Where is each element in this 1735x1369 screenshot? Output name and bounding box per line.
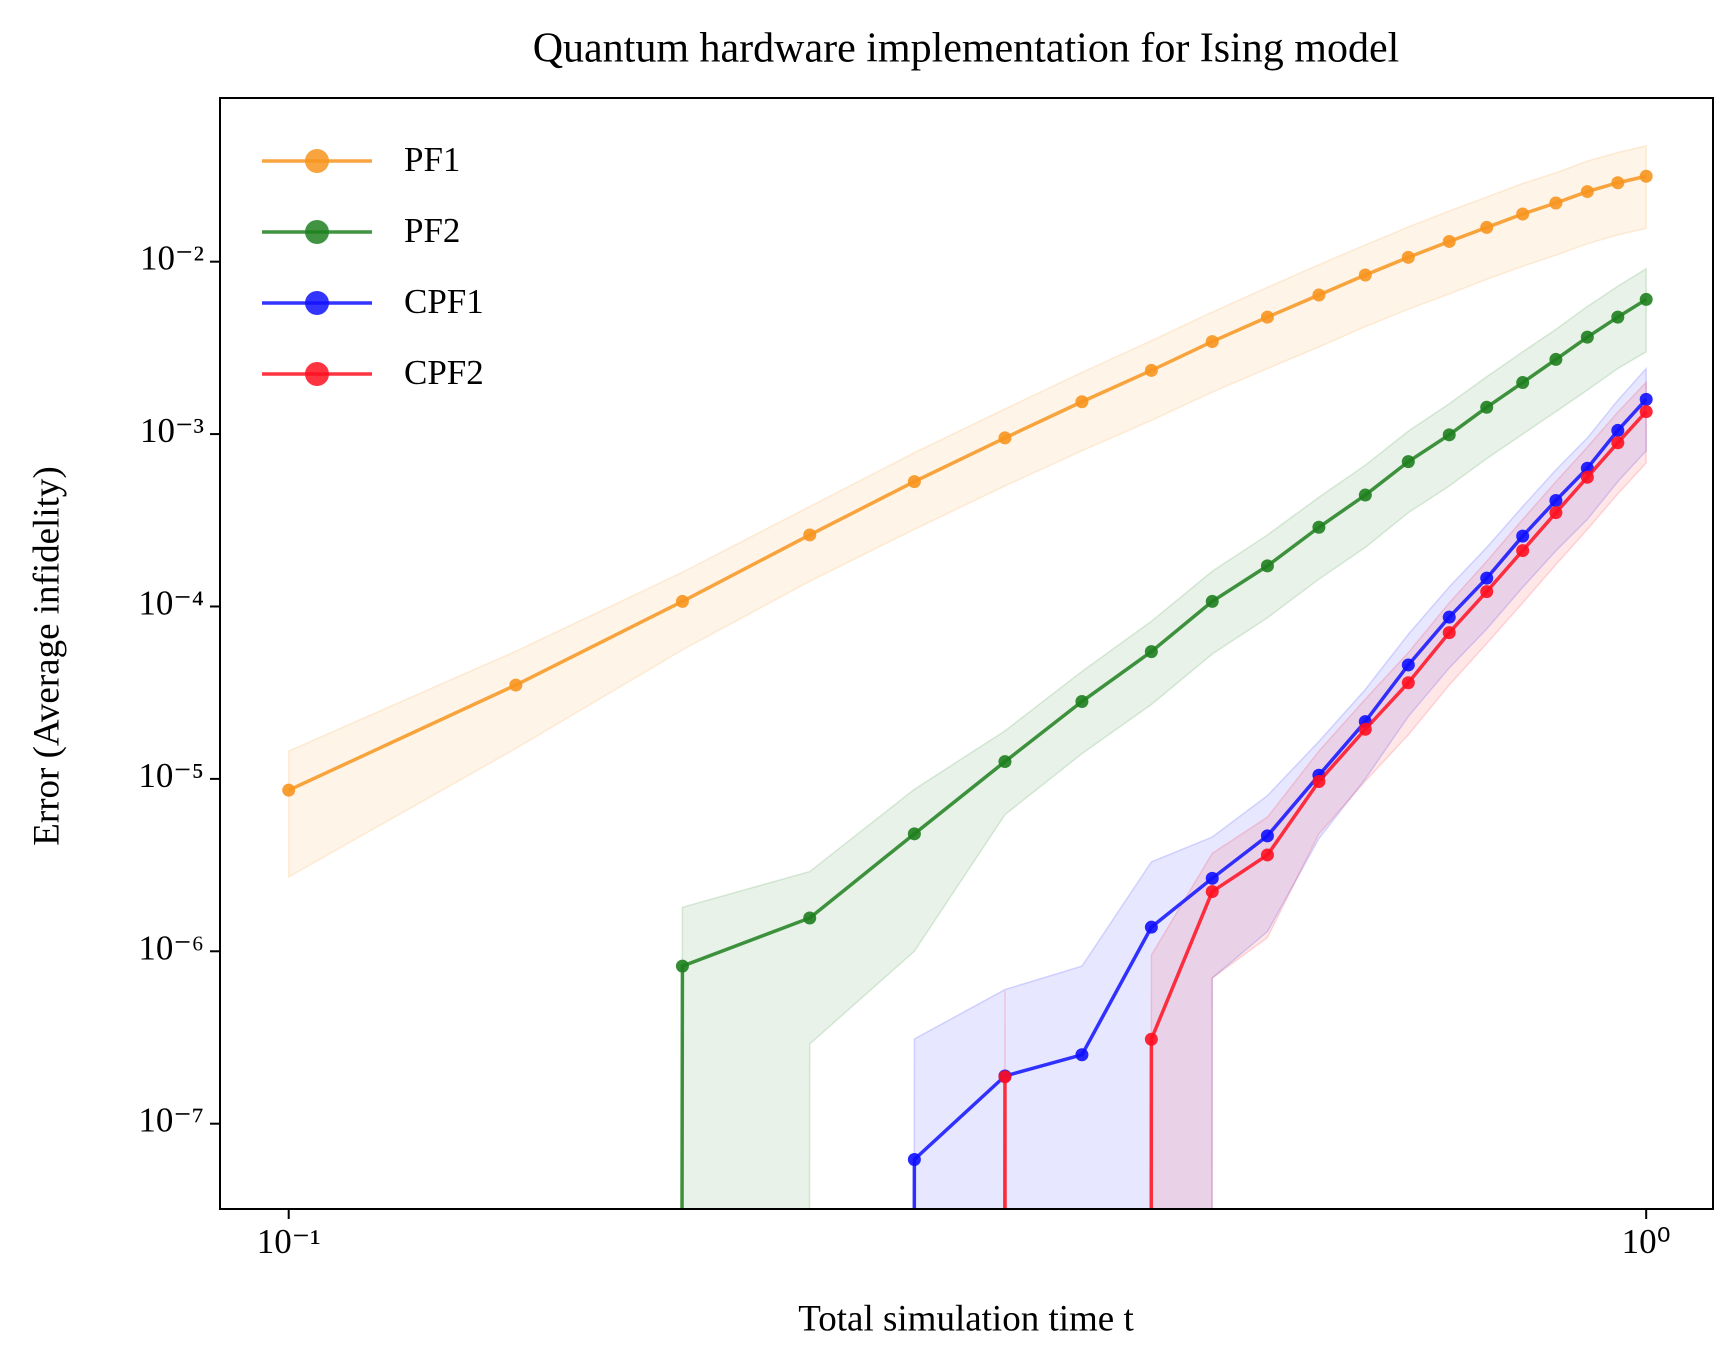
y-tick-label: 10⁻⁷	[138, 1101, 204, 1140]
data-point	[1205, 885, 1219, 899]
data-point	[1401, 676, 1415, 690]
error-band	[287, 144, 1647, 879]
data-point	[1442, 234, 1456, 248]
data-point	[1358, 488, 1372, 502]
data-point	[1549, 352, 1563, 366]
data-point	[907, 1152, 921, 1166]
data-point	[1549, 493, 1563, 507]
series-line	[1003, 410, 1648, 1209]
data-point	[1312, 288, 1326, 302]
data-point	[1205, 594, 1219, 608]
data-point	[1580, 185, 1594, 199]
data-point	[1516, 529, 1530, 543]
series-line	[912, 398, 1648, 1209]
data-point	[282, 783, 296, 797]
data-point	[1312, 774, 1326, 788]
chart-title: Quantum hardware implementation for Isin…	[533, 26, 1400, 72]
axes-frame	[219, 97, 1714, 1210]
data-point	[1516, 544, 1530, 558]
legend-marker	[305, 220, 329, 244]
x-tick-label: 10⁰	[1622, 1222, 1671, 1261]
data-point	[1442, 610, 1456, 624]
data-point	[1401, 455, 1415, 469]
data-point	[1480, 220, 1494, 234]
data-point	[1480, 400, 1494, 414]
data-point	[1260, 559, 1274, 573]
data-point	[1611, 176, 1625, 190]
y-tick-label: 10⁻³	[140, 411, 204, 450]
series-line	[680, 297, 1648, 1209]
data-point	[1611, 423, 1625, 437]
data-point	[803, 528, 817, 542]
data-point	[675, 959, 689, 973]
data-point	[1480, 585, 1494, 599]
data-point	[1144, 363, 1158, 377]
y-tick-label: 10⁻⁶	[138, 928, 204, 967]
data-point	[509, 678, 523, 692]
data-point	[1611, 310, 1625, 324]
data-point	[1205, 335, 1219, 349]
legend-marker	[305, 291, 329, 315]
data-point	[1639, 292, 1653, 306]
data-point	[1639, 392, 1653, 406]
legend-label: CPF2	[404, 353, 484, 392]
error-band	[681, 267, 1647, 1209]
data-point	[1260, 848, 1274, 862]
x-axis-label: Total simulation time t	[798, 1298, 1134, 1339]
x-tick-label: 10⁻¹	[257, 1222, 321, 1261]
data-point	[1480, 571, 1494, 585]
data-point	[1639, 405, 1653, 419]
data-point	[1611, 436, 1625, 450]
legend-marker	[305, 149, 329, 173]
data-point	[1075, 695, 1089, 709]
data-point	[1260, 829, 1274, 843]
data-point	[1401, 658, 1415, 672]
data-point	[998, 755, 1012, 769]
data-point	[803, 911, 817, 925]
data-point	[998, 1070, 1012, 1084]
data-point	[1549, 196, 1563, 210]
data-point	[1358, 722, 1372, 736]
data-point	[1639, 169, 1653, 183]
legend-label: CPF1	[404, 282, 484, 321]
data-point	[1516, 207, 1530, 221]
y-tick-label: 10⁻⁴	[138, 584, 204, 623]
plot-area	[282, 144, 1653, 1209]
data-point	[1260, 310, 1274, 324]
data-point	[1075, 395, 1089, 409]
data-point	[1401, 250, 1415, 264]
data-point	[1442, 428, 1456, 442]
data-point	[1075, 1048, 1089, 1062]
data-point	[907, 475, 921, 489]
data-point	[1516, 376, 1530, 390]
data-point	[1312, 520, 1326, 534]
y-tick-label: 10⁻⁵	[138, 756, 204, 795]
data-point	[1205, 871, 1219, 885]
y-tick-label: 10⁻²	[140, 239, 204, 278]
data-point	[1144, 645, 1158, 659]
data-point	[1144, 1032, 1158, 1046]
data-point	[998, 431, 1012, 445]
y-axis-label: Error (Average infidelity)	[26, 466, 67, 845]
legend-label: PF2	[404, 211, 460, 250]
legend-label: PF1	[404, 140, 460, 179]
data-point	[675, 594, 689, 608]
data-point	[1144, 920, 1158, 934]
data-point	[1442, 626, 1456, 640]
data-point	[1549, 506, 1563, 520]
legend-marker	[305, 362, 329, 386]
data-point	[1580, 470, 1594, 484]
data-point	[907, 827, 921, 841]
data-point	[1580, 330, 1594, 344]
data-point	[1358, 268, 1372, 282]
